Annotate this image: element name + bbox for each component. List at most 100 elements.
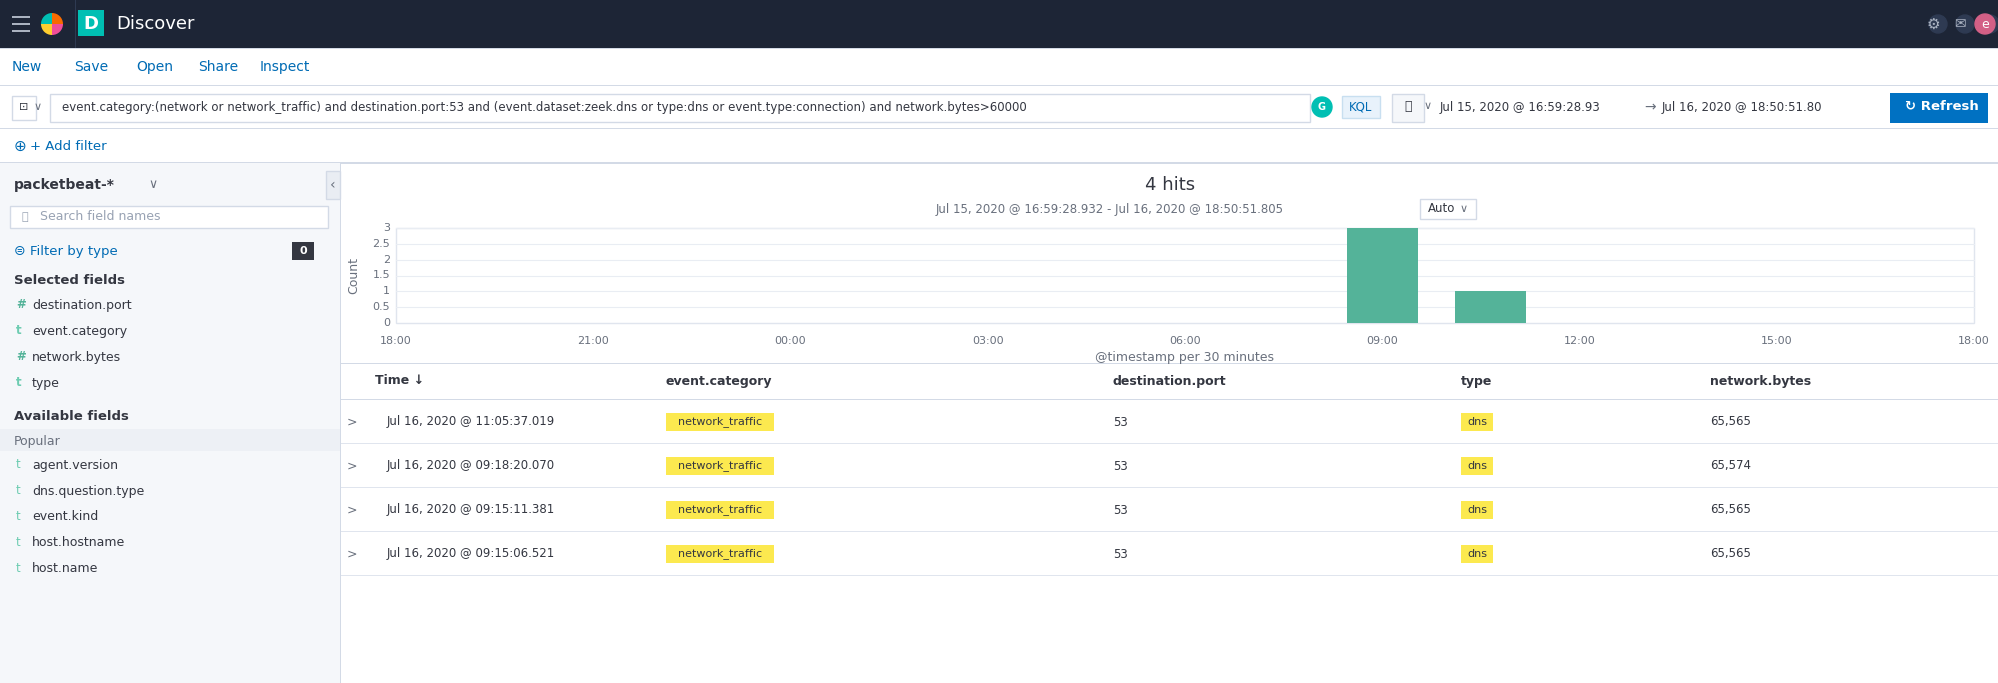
Bar	[1455, 292, 1526, 323]
Bar	[1461, 501, 1493, 519]
Text: 18:00: 18:00	[380, 336, 412, 346]
Text: type: type	[1461, 374, 1493, 387]
Circle shape	[1980, 15, 1998, 33]
Bar	[0, 162, 1998, 163]
Text: D: D	[84, 15, 98, 33]
Text: >: >	[348, 503, 358, 516]
Text: #: #	[16, 298, 26, 311]
Text: >: >	[348, 460, 358, 473]
Text: 00:00: 00:00	[775, 336, 805, 346]
Wedge shape	[42, 24, 52, 35]
Text: dns: dns	[1467, 417, 1487, 427]
Text: 21:00: 21:00	[577, 336, 609, 346]
Text: Time ↓: Time ↓	[376, 374, 424, 387]
Text: network.bytes: network.bytes	[32, 350, 122, 363]
Bar	[342, 531, 1998, 532]
Wedge shape	[52, 24, 64, 35]
Text: >: >	[348, 415, 358, 428]
Text: network_traffic: network_traffic	[677, 505, 761, 516]
Text: t: t	[16, 376, 22, 389]
Text: 53: 53	[1113, 415, 1127, 428]
Text: Jul 16, 2020 @ 09:18:20.070: Jul 16, 2020 @ 09:18:20.070	[388, 460, 555, 473]
Text: →: →	[1644, 100, 1654, 114]
Text: 0: 0	[300, 246, 306, 256]
Bar	[342, 399, 1998, 400]
Text: 15:00: 15:00	[1760, 336, 1792, 346]
Bar	[342, 532, 1998, 576]
Text: destination.port: destination.port	[32, 298, 132, 311]
Bar	[342, 444, 1998, 488]
Bar	[326, 171, 340, 199]
Text: Search field names: Search field names	[40, 210, 160, 223]
Text: dns: dns	[1467, 505, 1487, 515]
Text: Jul 16, 2020 @ 09:15:11.381: Jul 16, 2020 @ 09:15:11.381	[388, 503, 555, 516]
Text: Filter by type: Filter by type	[30, 245, 118, 257]
Bar	[12, 23, 30, 25]
Text: ⊜: ⊜	[14, 244, 26, 258]
Bar	[1347, 228, 1417, 323]
Bar	[0, 429, 340, 451]
Circle shape	[1928, 15, 1946, 33]
Bar	[12, 30, 30, 32]
Text: ⊡: ⊡	[20, 102, 28, 112]
Text: Jul 15, 2020 @ 16:59:28.93: Jul 15, 2020 @ 16:59:28.93	[1439, 100, 1600, 113]
Text: ⚙: ⚙	[1926, 16, 1938, 31]
Text: 📅: 📅	[1403, 100, 1411, 113]
Circle shape	[1954, 15, 1972, 33]
Text: 4 hits: 4 hits	[1145, 176, 1195, 194]
Text: ‹: ‹	[330, 178, 336, 192]
Bar	[0, 48, 1998, 49]
Text: network.bytes: network.bytes	[1708, 374, 1810, 387]
Bar	[665, 413, 773, 431]
Text: event.category: event.category	[32, 324, 128, 337]
Bar	[665, 457, 773, 475]
Text: event.kind: event.kind	[32, 510, 98, 523]
Text: 53: 53	[1113, 548, 1127, 561]
Text: 65,565: 65,565	[1708, 548, 1750, 561]
Bar	[1391, 94, 1423, 122]
Wedge shape	[42, 13, 52, 24]
Bar	[1461, 413, 1493, 431]
Bar	[342, 487, 1998, 488]
Bar	[1461, 545, 1493, 563]
Text: Inspect: Inspect	[260, 60, 310, 74]
Text: >: >	[348, 548, 358, 561]
Bar	[0, 129, 1998, 163]
Text: 12:00: 12:00	[1562, 336, 1594, 346]
Text: 1.5: 1.5	[372, 270, 390, 281]
Bar	[78, 10, 104, 36]
Text: 03:00: 03:00	[971, 336, 1003, 346]
Text: dns: dns	[1467, 461, 1487, 471]
Text: 3: 3	[384, 223, 390, 233]
Text: destination.port: destination.port	[1113, 374, 1227, 387]
Bar	[50, 94, 1309, 122]
Text: t: t	[16, 510, 20, 523]
Text: Jul 16, 2020 @ 18:50:51.80: Jul 16, 2020 @ 18:50:51.80	[1660, 100, 1822, 113]
Text: t: t	[16, 324, 22, 337]
Text: Selected fields: Selected fields	[14, 275, 126, 288]
Bar	[342, 443, 1998, 444]
Text: 53: 53	[1113, 460, 1127, 473]
Text: type: type	[32, 376, 60, 389]
Circle shape	[1974, 14, 1994, 34]
Bar	[665, 545, 773, 563]
Bar	[342, 363, 1998, 364]
Text: event.category: event.category	[665, 374, 771, 387]
Text: 2.5: 2.5	[372, 239, 390, 249]
Bar	[0, 86, 1998, 129]
Text: Auto: Auto	[1427, 202, 1455, 216]
Text: ∨: ∨	[1423, 101, 1431, 111]
Text: G: G	[1317, 102, 1325, 112]
Text: Count: Count	[348, 257, 360, 294]
Text: Available fields: Available fields	[14, 410, 128, 423]
Circle shape	[1311, 97, 1331, 117]
Bar	[1461, 457, 1493, 475]
Text: 65,574: 65,574	[1708, 460, 1750, 473]
Wedge shape	[52, 13, 64, 24]
Text: #: #	[16, 350, 26, 363]
Bar	[342, 163, 1998, 683]
Text: dns.question.type: dns.question.type	[32, 484, 144, 497]
Text: t: t	[16, 563, 20, 576]
Text: 0: 0	[384, 318, 390, 328]
Text: t: t	[16, 484, 20, 497]
